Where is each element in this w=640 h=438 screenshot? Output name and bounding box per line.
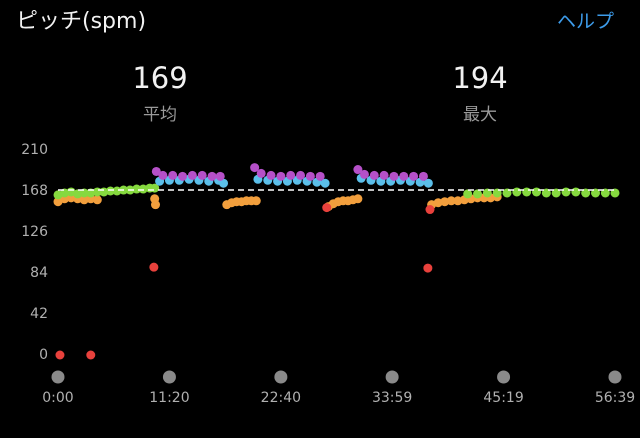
point — [296, 170, 306, 180]
stat-value: 169 — [132, 61, 187, 95]
point — [215, 171, 225, 181]
x-tick-label: 0:00 — [42, 390, 73, 406]
point — [423, 178, 433, 188]
point — [149, 262, 159, 272]
point — [105, 186, 115, 196]
x-tick-label: 22:40 — [261, 390, 301, 406]
point — [389, 171, 399, 181]
point — [86, 350, 96, 360]
point — [151, 166, 161, 176]
point — [178, 171, 188, 181]
point — [132, 184, 142, 194]
point — [322, 203, 332, 213]
point — [207, 171, 217, 181]
x-tick-label: 33:59 — [372, 390, 412, 406]
point — [197, 170, 207, 180]
point — [353, 194, 363, 204]
point — [409, 171, 419, 181]
point — [92, 195, 102, 205]
y-tick-label: 210 — [21, 142, 48, 158]
title: ピッチ(spm) — [16, 9, 146, 34]
point — [463, 189, 473, 199]
point — [251, 196, 261, 206]
point — [158, 170, 168, 180]
stat-value: 194 — [452, 61, 507, 95]
x-tick-label: 45:19 — [483, 390, 523, 406]
point — [286, 170, 296, 180]
point — [359, 169, 369, 179]
point — [423, 263, 433, 273]
x-tick-dot — [162, 370, 176, 384]
point — [219, 178, 229, 188]
x-tick-dot — [274, 370, 288, 384]
point — [425, 205, 435, 215]
point — [315, 171, 325, 181]
point — [250, 163, 260, 173]
stat-label: 平均 — [143, 105, 177, 125]
x-tick-dot — [497, 370, 511, 384]
point — [473, 189, 483, 199]
point — [399, 171, 409, 181]
stat-label: 最大 — [463, 105, 497, 125]
help-link[interactable]: ヘルプ — [557, 11, 614, 33]
x-tick-label: 11:20 — [149, 390, 189, 406]
point — [305, 171, 315, 181]
x-tick-dot — [385, 370, 399, 384]
x-tick-dot — [608, 370, 622, 384]
point — [353, 165, 363, 175]
point — [379, 170, 389, 180]
point — [512, 187, 522, 197]
point — [571, 187, 581, 197]
y-tick-label: 168 — [21, 183, 48, 199]
x-tick-label: 56:39 — [595, 390, 635, 406]
point — [418, 171, 428, 181]
y-tick-label: 126 — [21, 224, 48, 240]
y-tick-label: 42 — [30, 306, 48, 322]
point — [320, 178, 330, 188]
point — [276, 171, 286, 181]
point — [532, 187, 542, 197]
point — [256, 168, 266, 178]
point — [55, 350, 65, 360]
y-tick-label: 84 — [30, 265, 48, 281]
point — [168, 170, 178, 180]
x-tick-dot — [51, 370, 65, 384]
point — [522, 187, 532, 197]
point — [561, 187, 571, 197]
point — [151, 200, 161, 210]
y-tick-label: 0 — [39, 347, 48, 363]
point — [187, 170, 197, 180]
point — [446, 196, 456, 206]
point — [369, 170, 379, 180]
point — [266, 170, 276, 180]
